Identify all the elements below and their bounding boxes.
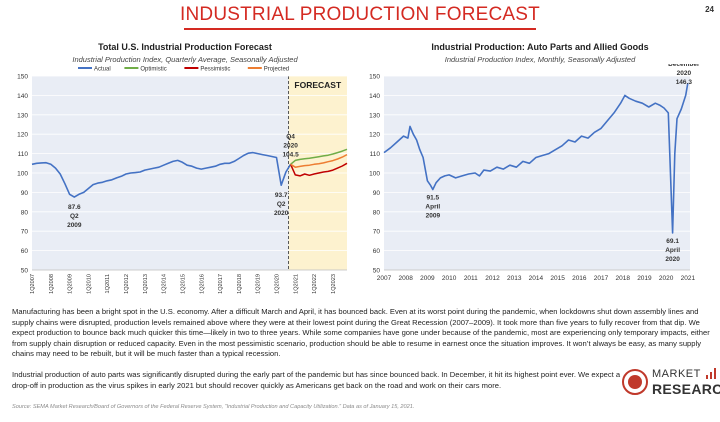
x-tick-label: 1Q2013 [143,274,149,294]
right-chart-subtitle: Industrial Production Index, Monthly, Se… [444,55,636,64]
x-tick-label: 1Q2014 [162,274,168,294]
x-tick-label: 1Q2020 [274,274,280,294]
y-tick-label: 70 [21,229,29,236]
y-tick-label: 130 [369,112,380,119]
x-tick-label: 2014 [529,275,544,282]
title-underline [184,28,536,30]
left-chart-title: Total U.S. Industrial Production Forecas… [98,42,272,52]
logo-word-market: MARKET [652,368,701,380]
y-tick-label: 60 [373,248,381,255]
y-tick-label: 110 [18,151,29,158]
annotation-text: 91.5 [427,194,440,201]
x-tick-label: 2009 [420,275,435,282]
y-tick-label: 120 [369,132,380,139]
bar-chart-icon [706,368,716,379]
y-tick-label: 80 [373,209,381,216]
annotation-text: 2020 [665,256,680,263]
y-tick-label: 130 [17,112,28,119]
y-tick-label: 100 [369,171,380,178]
x-tick-label: 2010 [442,275,457,282]
x-tick-label: 1Q2007 [30,274,36,294]
right-chart-title: Industrial Production: Auto Parts and Al… [431,42,649,52]
annotation-text: April [425,203,440,210]
series-line-0 [383,83,689,234]
source-note: Source: SEMA Market Research/Board of Go… [12,404,415,410]
right-chart: 50 60 70 80 90 100 110 120 130 140 150 2007 2008 2009… [369,64,700,282]
y-tick-label: 120 [17,132,28,139]
sema-market-research-logo: MARKET RESEARCH [620,362,720,418]
paragraph-auto-parts: Industrial production of auto parts was … [12,370,621,390]
x-tick-label: 2008 [398,275,413,282]
y-tick-label: 50 [21,268,29,275]
x-tick-label: 1Q2012 [124,274,130,294]
y-tick-label: 150 [17,74,28,81]
left-chart-subtitle: Industrial Production Index, Quarterly A… [72,55,298,64]
series-line-actual [31,151,292,198]
x-tick-label: 1Q2008 [49,274,55,294]
annotation-text: 2009 [67,222,82,229]
annotation-text: 2020 [274,210,289,217]
annotation-text: 2020 [283,142,298,149]
x-tick-label: 1Q2010 [86,274,92,294]
annotation-text: Q2 [277,201,286,208]
annotation-text: 146.3 [676,79,693,86]
legend-label-optimistic: Optimistic [140,67,166,73]
page-title: INDUSTRIAL PRODUCTION FORECAST [180,4,540,25]
sema-seal-icon [622,369,648,395]
annotation-text: April [665,247,680,254]
x-tick-label: 2019 [637,275,652,282]
y-tick-label: 110 [370,151,381,158]
forecast-label: FORECAST [294,80,342,90]
y-tick-label: 50 [373,268,381,275]
x-tick-label: 2021 [681,275,696,282]
x-tick-label: 2017 [594,275,609,282]
annotation-text: Q2 [70,213,79,220]
series-line-projected [290,153,348,168]
annotation-text: Q4 [286,133,295,140]
paragraph-manufacturing: Manufacturing has been a bright spot in … [12,307,710,359]
annotation-text: 104.5 [282,151,299,158]
logo-word-research: RESEARCH [652,381,720,397]
x-tick-label: 1Q2021 [293,274,299,294]
x-tick-label: 2013 [507,275,522,282]
y-tick-label: 100 [17,171,28,178]
x-tick-label: 1Q2009 [68,274,74,294]
y-tick-label: 150 [369,74,380,81]
series-line-optimistic [290,148,348,165]
annotation-text: 87.6 [68,204,81,211]
page-number: 24 [705,5,714,14]
x-tick-label: 2020 [659,275,674,282]
x-tick-label: 2012 [485,275,500,282]
x-tick-label: 2016 [572,275,587,282]
y-tick-label: 80 [21,209,29,216]
x-tick-label: 1Q2011 [105,274,111,294]
annotation-text: 93.7 [275,192,288,199]
annotation-text: 69.1 [666,238,679,245]
y-tick-label: 60 [21,248,29,255]
x-tick-label: 1Q2016 [199,274,205,294]
left-chart: FORECAST 50 60 70 80 90 100 110 120 130 140 150 1Q20… [17,67,348,294]
legend-label-actual: Actual [94,67,111,73]
legend-label-pessimistic: Pessimistic [200,67,230,73]
x-tick-label: 2007 [377,275,392,282]
x-tick-label: 1Q2023 [331,274,337,294]
annotation-text: 2020 [677,70,692,77]
y-tick-label: 90 [373,190,381,197]
legend-label-projected: Projected [264,67,289,73]
y-tick-label: 90 [21,190,29,197]
y-tick-label: 140 [369,93,380,100]
annotation-text: 2009 [426,212,441,219]
x-tick-label: 2015 [550,275,565,282]
annotation-text: December [668,64,700,68]
x-tick-label: 1Q2015 [180,274,186,294]
series-line-pessimistic [289,162,348,177]
x-tick-label: 1Q2019 [256,274,262,294]
x-tick-label: 1Q2022 [312,274,318,294]
y-tick-label: 70 [373,229,381,236]
y-tick-label: 140 [17,93,28,100]
x-tick-label: 1Q2018 [237,274,243,294]
x-tick-label: 2011 [464,275,478,282]
x-tick-label: 1Q2017 [218,274,224,294]
x-tick-label: 2018 [615,275,630,282]
